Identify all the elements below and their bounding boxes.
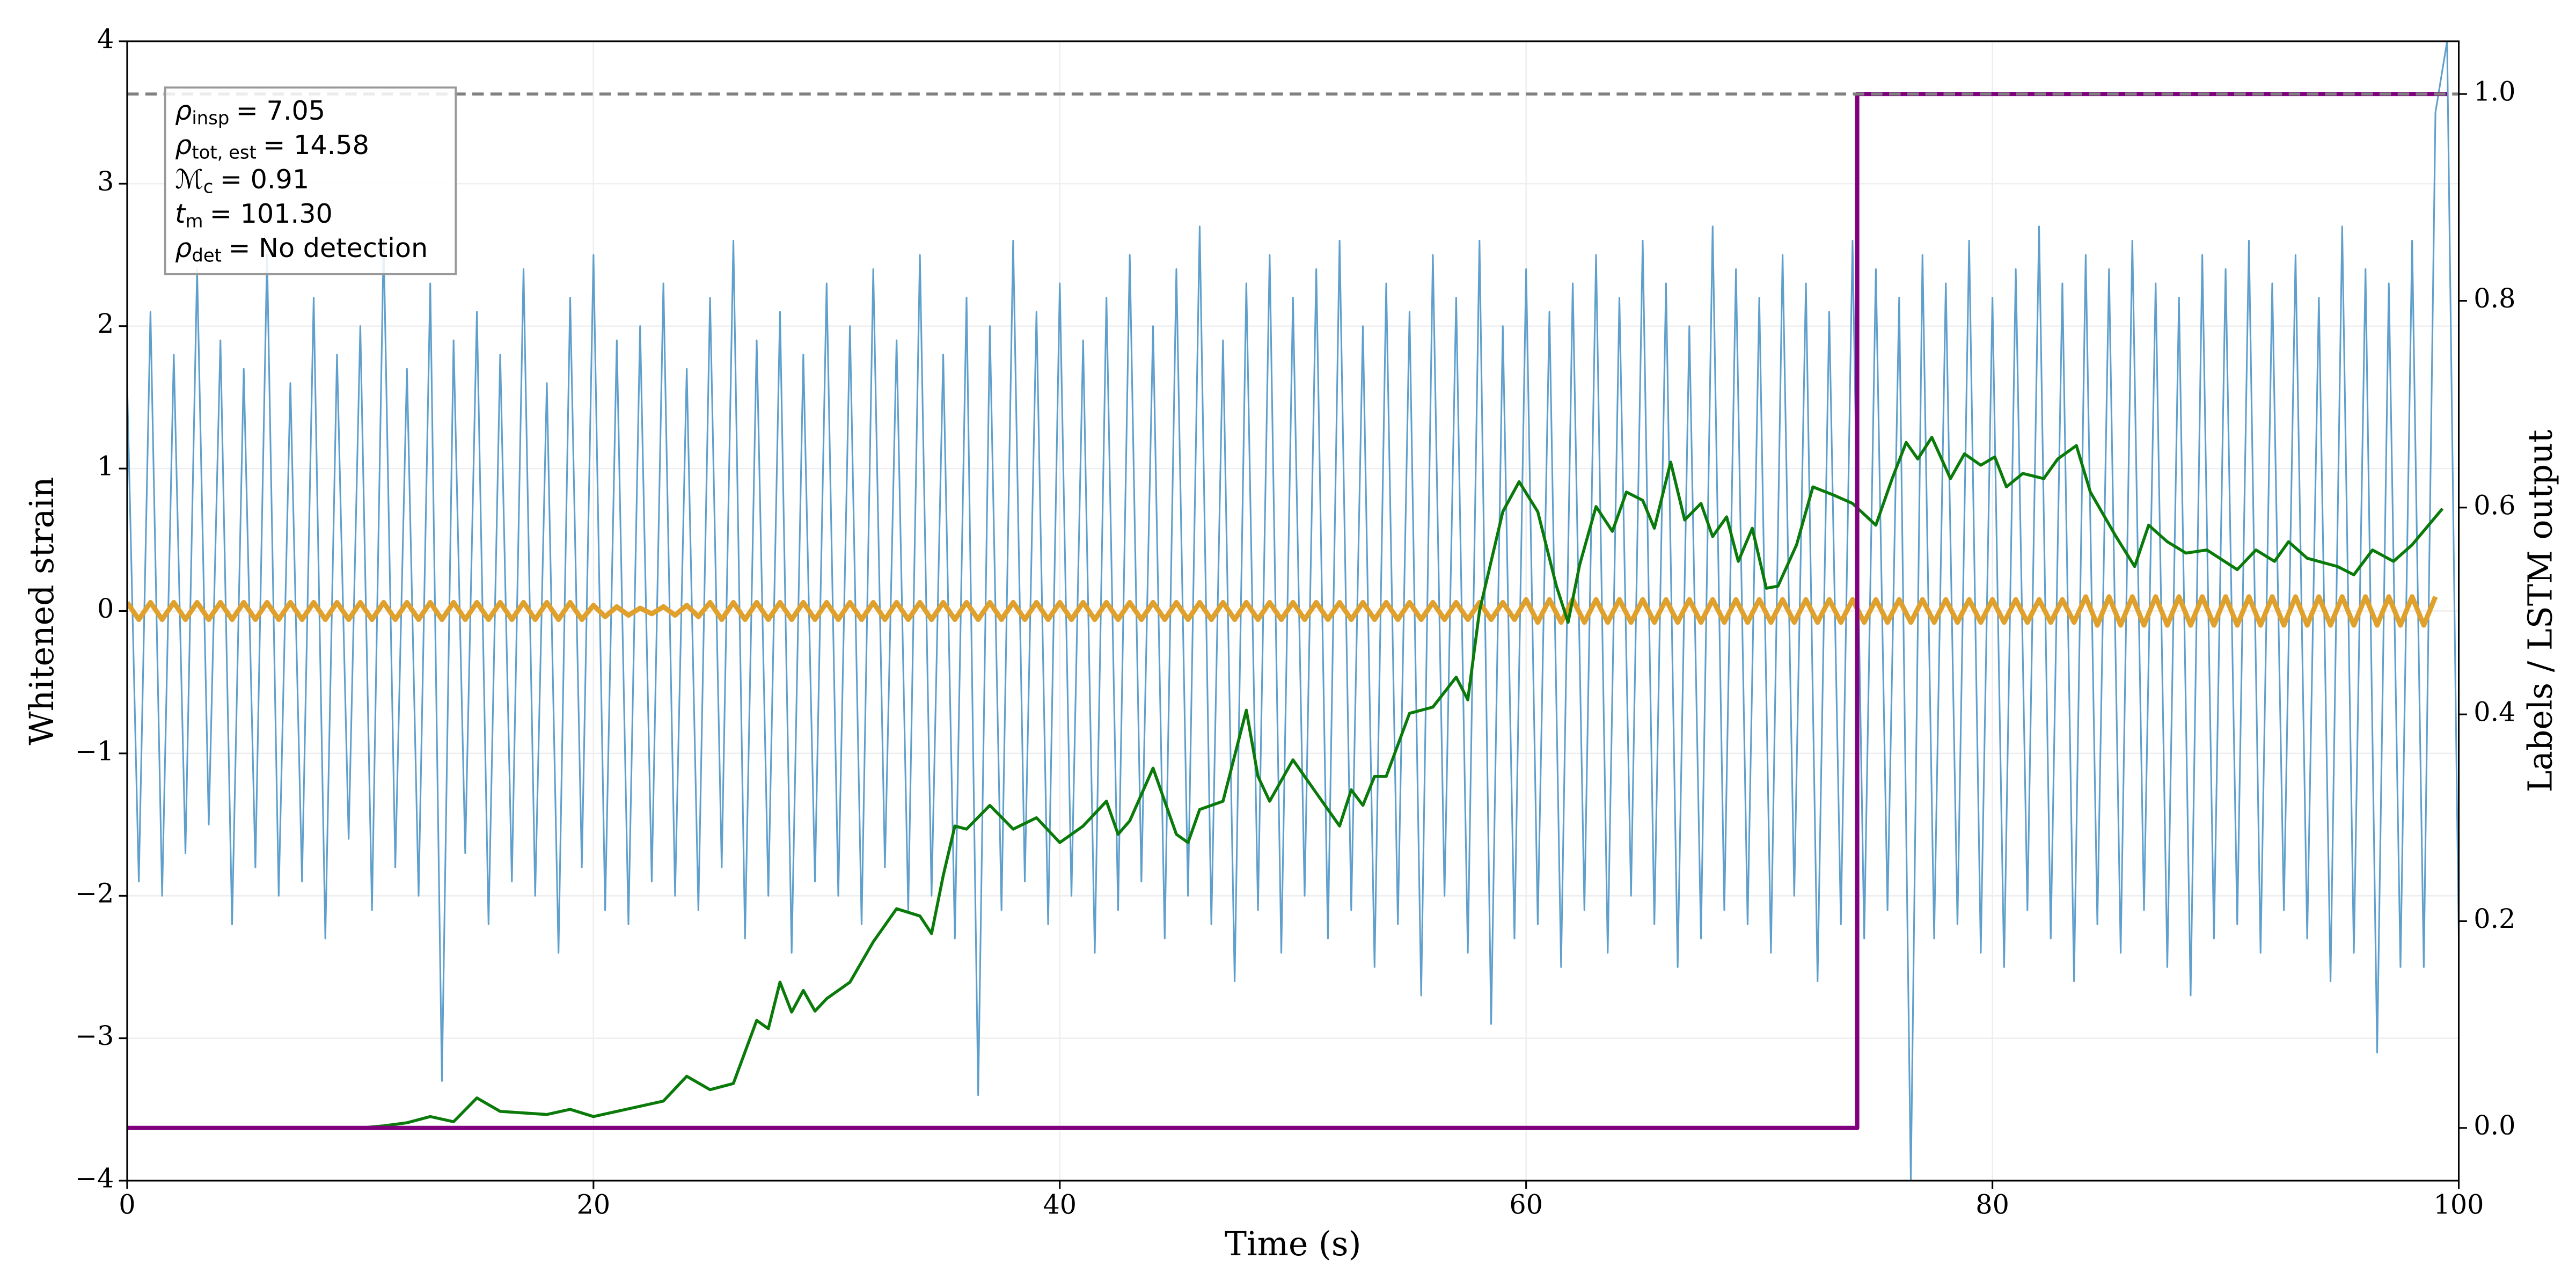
annotation-symbol: ℳ [175,164,203,195]
annotation-subscript: c [203,176,214,197]
annotation: ρdet = No detection [175,232,428,266]
annotation-subscript: tot, est [192,142,256,163]
x-tick-label: 40 [1043,1189,1077,1220]
annotation: ρtot, est = 14.58 [175,129,369,163]
y2-axis-label: Labels / LSTM output [2521,429,2560,792]
annotation: ℳc = 0.91 [175,164,309,197]
annotation-text: = No detection [228,232,428,264]
annotation-text: = 101.30 [210,198,333,229]
x-tick-label: 60 [1509,1189,1543,1220]
y-tick-label: 0 [97,593,114,624]
x-tick-label: 100 [2434,1189,2484,1220]
y2-tick-label: 0.8 [2473,283,2515,314]
y2-tick-label: 0.2 [2473,903,2515,934]
series-line [127,594,2438,628]
x-tick-label: 80 [1975,1189,2009,1220]
series-line [127,436,2444,1130]
annotation-symbol: ρ [175,95,192,126]
y2-tick-label: 0.0 [2473,1110,2515,1141]
x-tick-label: 20 [577,1189,611,1220]
annotation-subscript: m [185,210,203,231]
annotation-subscript: det [192,245,222,266]
y-tick-label: 4 [97,23,114,54]
x-tick-label: 0 [119,1189,135,1220]
plot-area [127,41,2459,1181]
y-axis-label: Whitened strain [23,477,61,745]
series-line [127,41,2459,1181]
annotation-subscript: insp [192,107,229,128]
annotation: tm = 101.30 [175,198,333,231]
y-tick-label: −1 [75,735,114,766]
y-tick-label: 1 [97,451,114,482]
axes: 0 20 40 60 80 100 −4 −3 −2 −1 0 1 2 3 4 0.0 0.2 0.4 0.6 0.8… [75,23,2516,1220]
axes-frame [126,40,2460,1182]
annotation-symbol: ρ [175,129,192,160]
annotation-text: = 14.58 [263,129,369,160]
annotation-text: = 0.91 [220,164,309,195]
annotation-symbol: ρ [175,232,192,264]
y-tick-label: −4 [75,1163,114,1194]
annotation-symbol: t [175,198,186,229]
y2-tick-label: 1.0 [2473,76,2515,107]
y-tick-label: −2 [75,878,114,909]
annotation-frame [164,86,457,275]
annotation-text: = 7.05 [236,95,325,126]
y2-tick-label: 0.6 [2473,489,2515,521]
y2-tick-label: 0.4 [2473,697,2515,728]
annotation: ρinsp = 7.05 [175,95,325,128]
x-axis-label: Time (s) [1225,1225,1362,1263]
y-tick-label: −3 [75,1020,114,1051]
y-tick-label: 2 [97,308,114,339]
y-tick-label: 3 [97,166,114,197]
